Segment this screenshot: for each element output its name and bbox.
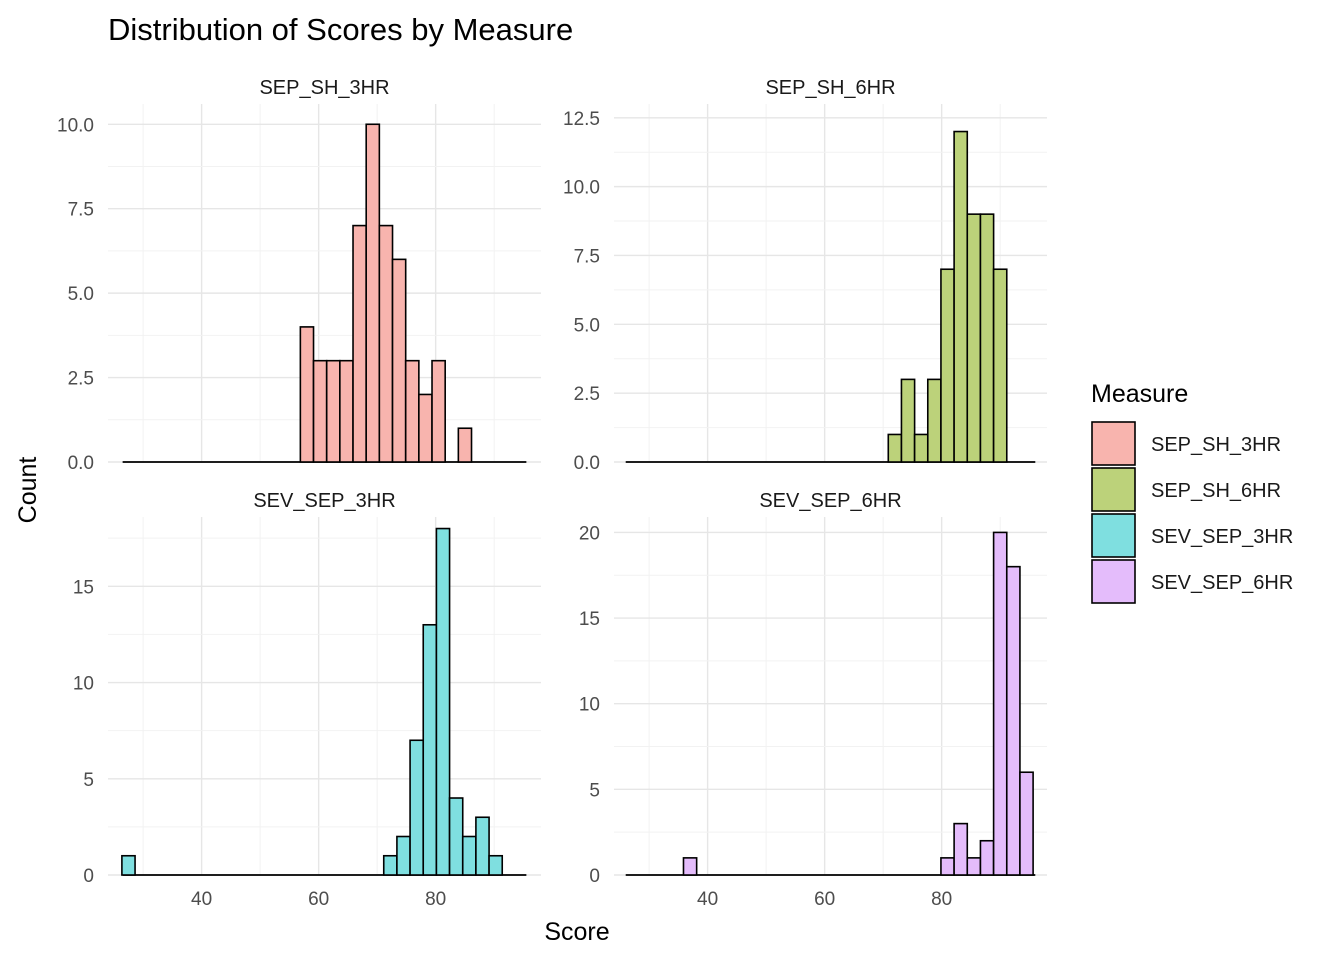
y-tick-label: 5 bbox=[589, 780, 600, 801]
facet-strip-label: SEV_SEP_3HR bbox=[253, 490, 395, 512]
histogram-bar bbox=[352, 224, 367, 463]
histogram-bar bbox=[299, 326, 315, 463]
facet-panels: 0.0 2.5 5.0 7.5 10.0 SEP_SH_3HR 0.0 2.5 5.0 7.5 10… bbox=[57, 77, 1047, 910]
histogram-bar bbox=[953, 822, 969, 876]
histogram-bar bbox=[461, 835, 477, 876]
x-tick-label: 60 bbox=[814, 889, 835, 910]
legend-label: SEP_SH_3HR bbox=[1151, 434, 1281, 456]
histogram-bar bbox=[953, 130, 969, 463]
histogram-bar bbox=[979, 213, 995, 463]
histogram-bar bbox=[365, 123, 381, 463]
histogram-bar bbox=[378, 224, 394, 463]
histogram-bar bbox=[409, 739, 425, 876]
histogram-bar bbox=[448, 797, 464, 876]
y-tick-label: 10 bbox=[579, 695, 600, 716]
legend-key bbox=[1091, 421, 1136, 466]
x-axis-title: Score bbox=[544, 918, 609, 946]
x-tick-label: 80 bbox=[425, 889, 446, 910]
legend-key bbox=[1091, 513, 1136, 558]
y-tick-label: 5 bbox=[83, 770, 94, 791]
histogram-bar bbox=[431, 359, 446, 463]
facet-strip-label: SEP_SH_3HR bbox=[259, 77, 389, 99]
histogram-bar bbox=[457, 427, 473, 463]
x-tick-label: 40 bbox=[191, 889, 212, 910]
histogram-bar bbox=[422, 623, 438, 876]
facet-panel: 0 5 10 15 20 SEV_SEP_6HR 40 60 80 bbox=[579, 490, 1047, 910]
histogram-bar bbox=[926, 378, 942, 463]
x-tick-label: 80 bbox=[931, 889, 952, 910]
facet-panel: 0.0 2.5 5.0 7.5 10.0 12.5 SEP_SH_6HR bbox=[563, 77, 1047, 474]
histogram-bar bbox=[391, 258, 407, 463]
y-tick-label: 10.0 bbox=[57, 115, 94, 136]
histogram-bar bbox=[339, 359, 354, 463]
legend: Measure SEP_SH_3HR SEP_SH_6HR SEV_SEP_3HR S… bbox=[1091, 380, 1293, 604]
histogram-bar bbox=[966, 857, 982, 876]
y-tick-label: 0 bbox=[83, 866, 94, 887]
legend-label: SEV_SEP_6HR bbox=[1151, 572, 1293, 594]
histogram-bar bbox=[979, 839, 995, 876]
histogram-bar bbox=[1005, 565, 1021, 876]
legend-key bbox=[1091, 467, 1136, 512]
y-tick-label: 0.0 bbox=[68, 453, 94, 474]
histogram-bar bbox=[940, 268, 955, 463]
y-tick-label: 10.0 bbox=[563, 178, 600, 199]
histogram-bar bbox=[404, 359, 420, 463]
histogram-bar bbox=[940, 857, 955, 876]
y-tick-label: 12.5 bbox=[563, 109, 600, 130]
chart-title: Distribution of Scores by Measure bbox=[108, 12, 573, 47]
histogram-bar bbox=[396, 835, 411, 876]
y-tick-label: 0.0 bbox=[574, 453, 600, 474]
histogram-bar bbox=[325, 359, 341, 463]
y-tick-label: 0 bbox=[589, 866, 600, 887]
histogram-bar bbox=[966, 213, 982, 463]
facet-strip-label: SEV_SEP_6HR bbox=[759, 490, 901, 512]
histogram-bar bbox=[312, 359, 328, 463]
legend-title: Measure bbox=[1091, 380, 1188, 408]
y-tick-label: 7.5 bbox=[574, 246, 600, 267]
y-tick-label: 7.5 bbox=[68, 200, 94, 221]
histogram-bar bbox=[1019, 771, 1034, 876]
facet-strip-label: SEP_SH_6HR bbox=[765, 77, 895, 99]
histogram-bar bbox=[887, 433, 903, 463]
histogram-bar bbox=[382, 854, 398, 876]
y-tick-label: 20 bbox=[579, 523, 600, 544]
histogram-bar bbox=[992, 531, 1008, 876]
y-tick-label: 15 bbox=[579, 609, 600, 630]
facet-panel: 0.0 2.5 5.0 7.5 10.0 SEP_SH_3HR bbox=[57, 77, 541, 474]
x-tick-label: 60 bbox=[308, 889, 329, 910]
histogram-bar bbox=[488, 854, 504, 876]
y-tick-label: 5.0 bbox=[68, 284, 94, 305]
histogram-bar bbox=[435, 527, 451, 876]
y-tick-label: 15 bbox=[73, 577, 94, 598]
facet-panel: 0 5 10 15 SEV_SEP_3HR 40 60 80 bbox=[73, 490, 541, 910]
histogram-bar bbox=[913, 433, 929, 463]
histogram-bar bbox=[418, 393, 433, 463]
histogram-bar bbox=[475, 816, 490, 876]
y-tick-label: 5.0 bbox=[574, 315, 600, 336]
legend-label: SEP_SH_6HR bbox=[1151, 480, 1281, 502]
y-tick-label: 2.5 bbox=[68, 369, 94, 390]
y-tick-label: 10 bbox=[73, 674, 94, 695]
histogram-bar bbox=[121, 854, 136, 876]
legend-label: SEV_SEP_3HR bbox=[1151, 526, 1293, 548]
histogram-bar bbox=[682, 857, 698, 876]
x-tick-label: 40 bbox=[697, 889, 718, 910]
y-tick-label: 2.5 bbox=[574, 384, 600, 405]
legend-key bbox=[1091, 559, 1136, 604]
histogram-bar bbox=[992, 268, 1008, 463]
histogram-bar bbox=[900, 378, 916, 463]
y-axis-title: Count bbox=[14, 457, 42, 524]
